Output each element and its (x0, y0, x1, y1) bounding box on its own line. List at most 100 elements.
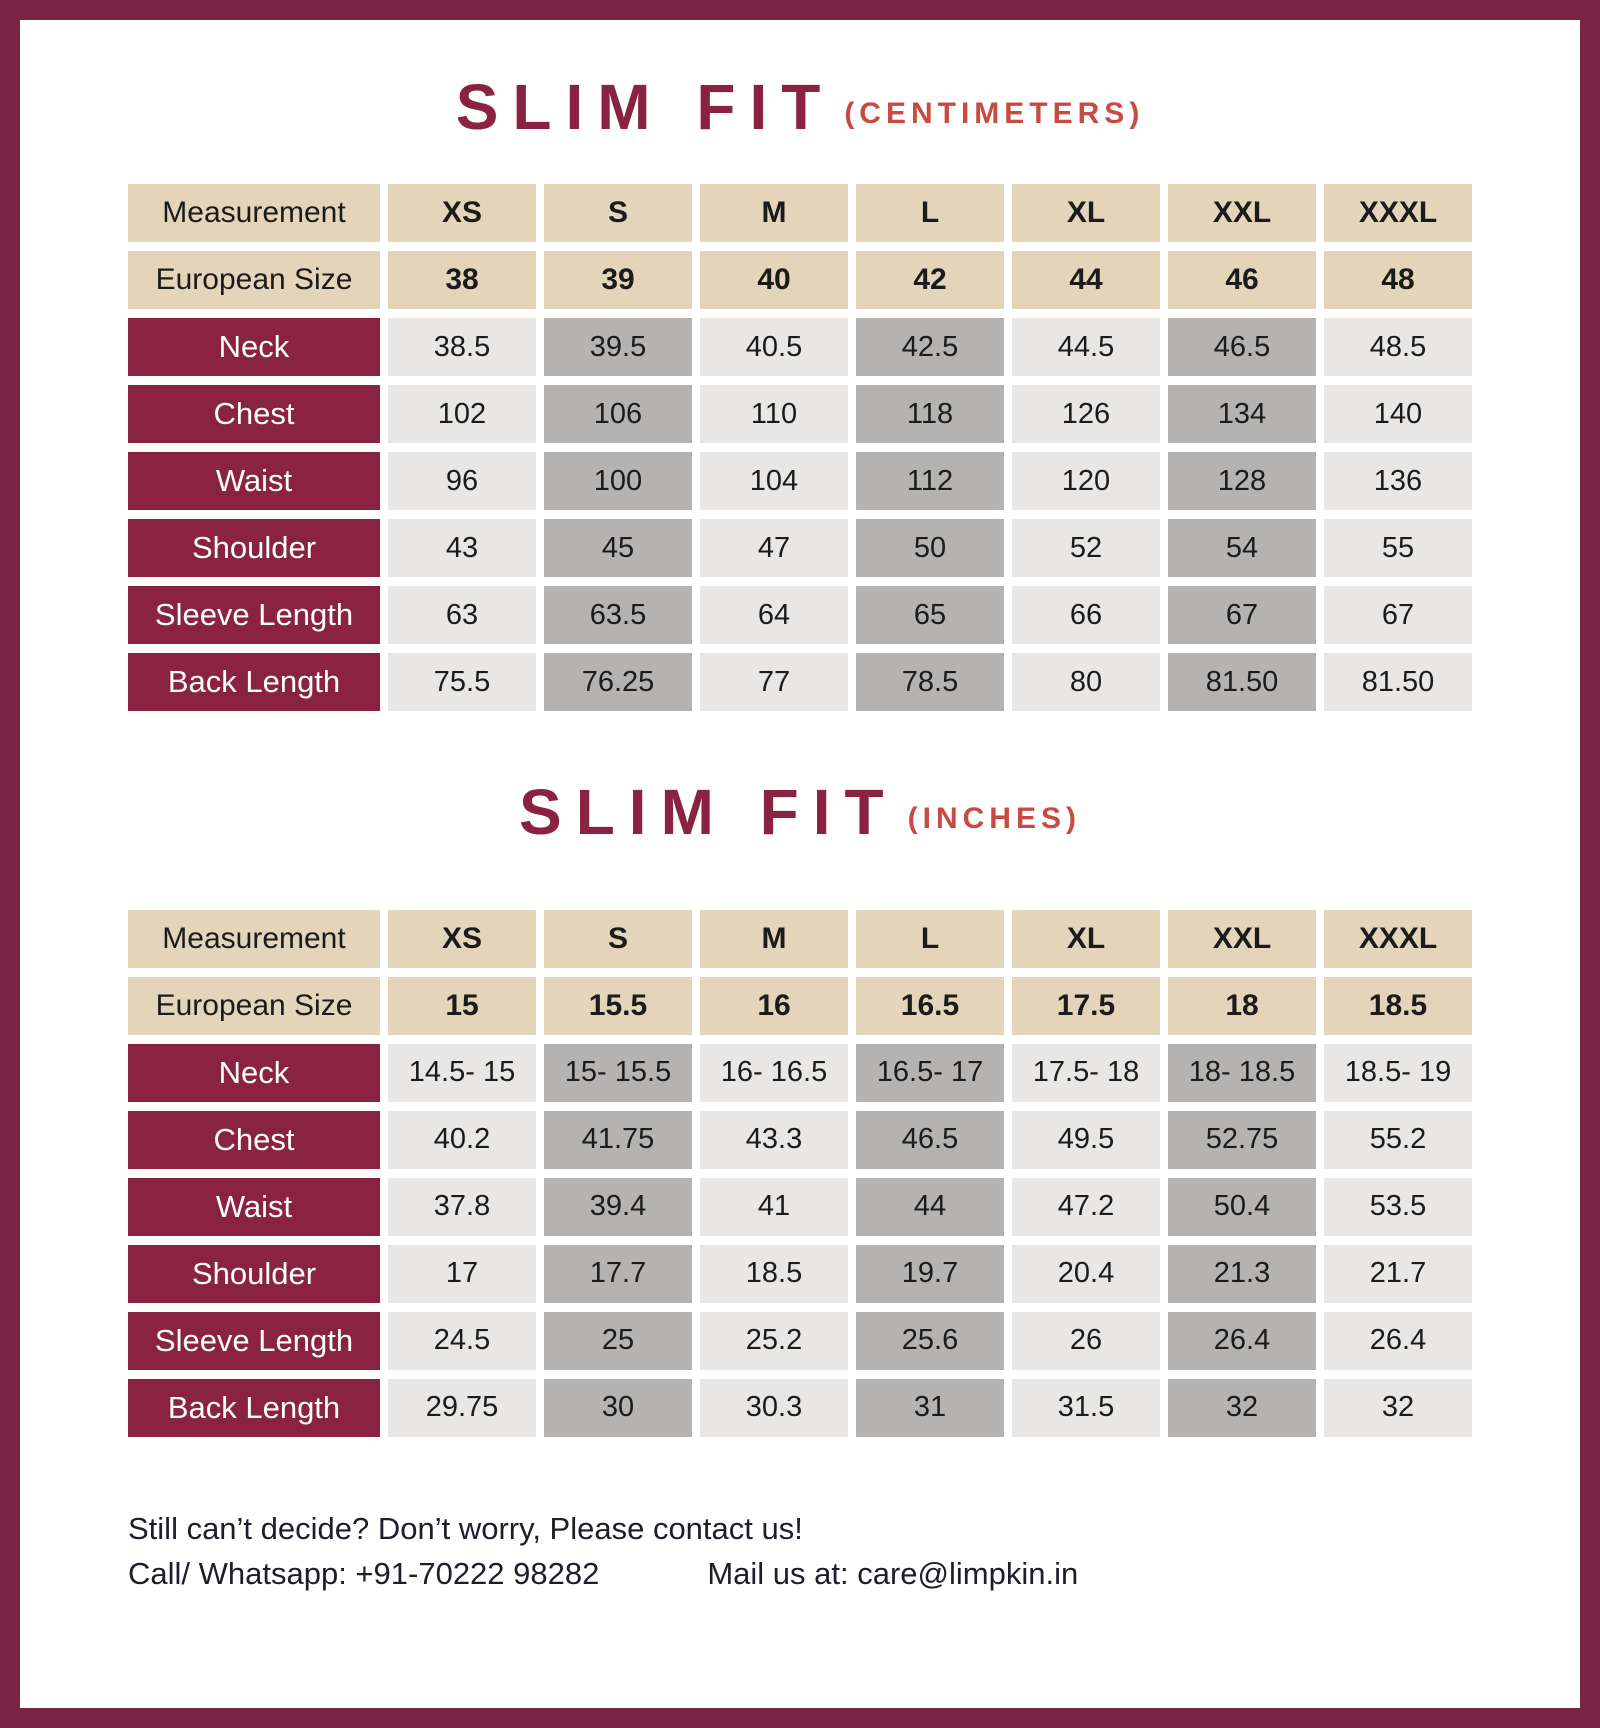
cell-back-length-xs: 29.75 (388, 1378, 536, 1437)
cell-back-length-l: 31 (856, 1378, 1004, 1437)
title-unit-label: (INCHES) (907, 802, 1081, 836)
cell-neck-xs: 14.5- 15 (388, 1043, 536, 1102)
cell-chest-m: 110 (700, 385, 848, 444)
cell-shoulder-xxxl: 21.7 (1324, 1244, 1472, 1303)
cell-back-length-s: 30 (544, 1378, 692, 1437)
size-header-xxl: XXL (1168, 184, 1316, 243)
cell-neck-xxxl: 48.5 (1324, 318, 1472, 377)
cell-sleeve-length-m: 64 (700, 586, 848, 645)
cell-shoulder-m: 47 (700, 519, 848, 578)
cell-shoulder-l: 50 (856, 519, 1004, 578)
cell-back-length-xs: 75.5 (388, 653, 536, 712)
cell-chest-xl: 126 (1012, 385, 1160, 444)
cell-back-length-m: 30.3 (700, 1378, 848, 1437)
cell-neck-m: 16- 16.5 (700, 1043, 848, 1102)
cell-back-length-s: 76.25 (544, 653, 692, 712)
cell-european-size-xxl: 46 (1168, 251, 1316, 310)
cell-european-size-l: 42 (856, 251, 1004, 310)
cell-sleeve-length-l: 25.6 (856, 1311, 1004, 1370)
cell-shoulder-xl: 52 (1012, 519, 1160, 578)
title-unit-label: (CENTIMETERS) (844, 97, 1145, 130)
cell-european-size-s: 39 (544, 251, 692, 310)
cell-waist-xxl: 50.4 (1168, 1177, 1316, 1236)
cell-european-size-xxl: 18 (1168, 976, 1316, 1035)
cell-european-size-xxxl: 48 (1324, 251, 1472, 310)
row-label-back-length: Back Length (128, 1378, 380, 1437)
cell-waist-xs: 37.8 (388, 1177, 536, 1236)
cell-neck-xl: 44.5 (1012, 318, 1160, 377)
cell-chest-xl: 49.5 (1012, 1110, 1160, 1169)
cell-sleeve-length-xl: 26 (1012, 1311, 1160, 1370)
cell-back-length-m: 77 (700, 653, 848, 712)
cell-chest-l: 118 (856, 385, 1004, 444)
inches-section: SLIM FIT (INCHES) Measurement XS S M L XL XXL XX… (128, 777, 1472, 1437)
cell-european-size-m: 40 (700, 251, 848, 310)
cell-back-length-xl: 31.5 (1012, 1378, 1160, 1437)
cell-waist-xxxl: 136 (1324, 452, 1472, 511)
cell-waist-xl: 120 (1012, 452, 1160, 511)
size-header-s: S (544, 909, 692, 968)
cell-neck-xxl: 18- 18.5 (1168, 1043, 1316, 1102)
cell-european-size-s: 15.5 (544, 976, 692, 1035)
cell-sleeve-length-s: 63.5 (544, 586, 692, 645)
footer-line1: Still can’t decide? Don’t worry, Please … (128, 1510, 803, 1546)
cell-european-size-xs: 15 (388, 976, 536, 1035)
measurement-header: Measurement (128, 909, 380, 968)
cell-chest-xxxl: 140 (1324, 385, 1472, 444)
cell-sleeve-length-xxl: 26.4 (1168, 1311, 1316, 1370)
cell-waist-m: 41 (700, 1177, 848, 1236)
cell-waist-s: 100 (544, 452, 692, 511)
cell-neck-s: 15- 15.5 (544, 1043, 692, 1102)
measurement-header: Measurement (128, 184, 380, 243)
size-header-s: S (544, 184, 692, 243)
row-label-sleeve-length: Sleeve Length (128, 586, 380, 645)
cell-shoulder-xxl: 21.3 (1168, 1244, 1316, 1303)
cell-chest-m: 43.3 (700, 1110, 848, 1169)
row-label-european-size: European Size (128, 251, 380, 310)
cell-waist-s: 39.4 (544, 1177, 692, 1236)
size-header-m: M (700, 184, 848, 243)
cell-european-size-l: 16.5 (856, 976, 1004, 1035)
row-label-neck: Neck (128, 318, 380, 377)
cell-waist-xl: 47.2 (1012, 1177, 1160, 1236)
cell-european-size-xl: 44 (1012, 251, 1160, 310)
cell-chest-xxl: 134 (1168, 385, 1316, 444)
cell-back-length-xxl: 81.50 (1168, 653, 1316, 712)
size-header-xl: XL (1012, 184, 1160, 243)
contact-footer: Still can’t decide? Don’t worry, Please … (128, 1507, 1472, 1597)
title-text: SLIM FIT (455, 71, 835, 143)
cell-back-length-xl: 80 (1012, 653, 1160, 712)
cell-sleeve-length-xs: 63 (388, 586, 536, 645)
cell-european-size-xxxl: 18.5 (1324, 976, 1472, 1035)
row-label-waist: Waist (128, 452, 380, 511)
row-label-chest: Chest (128, 385, 380, 444)
cell-neck-s: 39.5 (544, 318, 692, 377)
cell-shoulder-xxl: 54 (1168, 519, 1316, 578)
cell-waist-l: 44 (856, 1177, 1004, 1236)
cell-european-size-xs: 38 (388, 251, 536, 310)
footer-line2: Call/ Whatsapp: +91-70222 98282 Mail us a… (128, 1552, 1472, 1597)
inches-title: SLIM FIT (INCHES) (128, 777, 1472, 847)
cell-chest-xs: 102 (388, 385, 536, 444)
row-label-neck: Neck (128, 1043, 380, 1102)
cell-back-length-xxl: 32 (1168, 1378, 1316, 1437)
cell-chest-s: 106 (544, 385, 692, 444)
title-text: SLIM FIT (519, 776, 898, 849)
cell-neck-l: 16.5- 17 (856, 1043, 1004, 1102)
cell-waist-m: 104 (700, 452, 848, 511)
size-header-xxl: XXL (1168, 909, 1316, 968)
cell-waist-xs: 96 (388, 452, 536, 511)
cell-neck-l: 42.5 (856, 318, 1004, 377)
cell-neck-xxl: 46.5 (1168, 318, 1316, 377)
cell-neck-xl: 17.5- 18 (1012, 1043, 1160, 1102)
cell-shoulder-xxxl: 55 (1324, 519, 1472, 578)
size-header-l: L (856, 184, 1004, 243)
cell-shoulder-s: 17.7 (544, 1244, 692, 1303)
cell-shoulder-xs: 17 (388, 1244, 536, 1303)
cell-back-length-xxxl: 32 (1324, 1378, 1472, 1437)
cell-back-length-xxxl: 81.50 (1324, 653, 1472, 712)
cell-neck-xs: 38.5 (388, 318, 536, 377)
cell-neck-xxxl: 18.5- 19 (1324, 1043, 1472, 1102)
footer-mail: Mail us at: care@limpkin.in (707, 1555, 1079, 1591)
